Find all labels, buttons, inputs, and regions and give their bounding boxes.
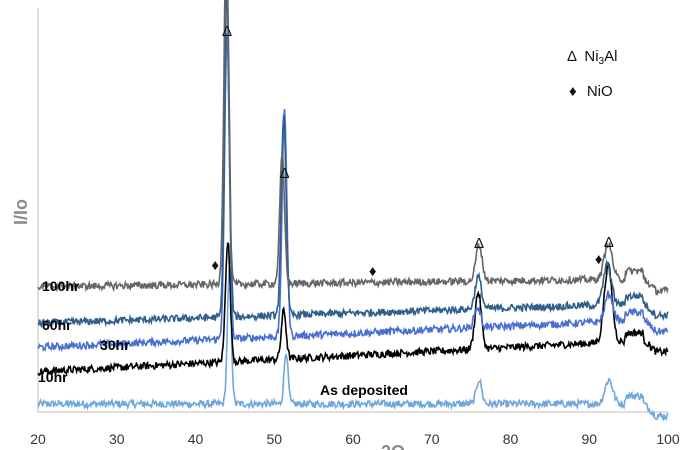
x-tick-label: 90 <box>581 431 597 447</box>
series-labels: As deposited 10hr 30hr 60hr 100hr <box>38 278 408 398</box>
diamond-icon: ♦ <box>569 83 577 100</box>
ni3al-marker-2: Δ <box>279 165 289 182</box>
series-line-5 <box>37 0 669 296</box>
series-layer <box>37 0 669 422</box>
nio-marker-6: ♦ <box>369 263 377 280</box>
series-line-2 <box>37 242 669 377</box>
series-line-4 <box>37 0 669 329</box>
x-tick-label: 30 <box>109 431 125 447</box>
ni3al-marker-4: Δ <box>604 234 614 251</box>
x-tick-label: 50 <box>266 431 282 447</box>
series-label-2: 10hr <box>38 369 68 385</box>
series-label-1: As deposited <box>320 382 408 398</box>
ni3al-marker-1: Δ <box>222 23 232 40</box>
x-tick-label: 60 <box>345 431 361 447</box>
series-line-3 <box>37 33 669 353</box>
legend-item-nio: ♦ NiO <box>569 83 613 100</box>
legend-item-ni3al: Δ Ni3Al <box>567 48 617 67</box>
series-line-1 <box>37 267 669 422</box>
nio-marker-7: ♦ <box>595 251 603 268</box>
series-label-5: 100hr <box>42 278 80 294</box>
x-tick-label: 20 <box>30 431 46 447</box>
delta-icon: Δ <box>567 48 577 65</box>
x-axis-label: 2Θ <box>381 442 405 450</box>
x-tick-label: 80 <box>503 431 519 447</box>
x-tick-label: 40 <box>188 431 204 447</box>
x-tick-label: 100 <box>656 431 680 447</box>
plot-frame <box>37 8 668 413</box>
y-axis-label: I/Io <box>11 199 31 225</box>
legend: Δ Ni3Al ♦ NiO <box>567 48 617 100</box>
ni3al-marker-3: Δ <box>474 235 484 252</box>
peak-annotations: ΔΔΔ Δ♦ ♦♦ <box>211 23 614 280</box>
x-tick-label: 70 <box>424 431 440 447</box>
series-label-3: 30hr <box>100 337 130 353</box>
series-label-4: 60hr <box>42 317 72 333</box>
x-axis-ticks: 20 30 40 50 60 70 80 90 100 <box>30 431 680 447</box>
nio-marker-5: ♦ <box>211 257 219 274</box>
